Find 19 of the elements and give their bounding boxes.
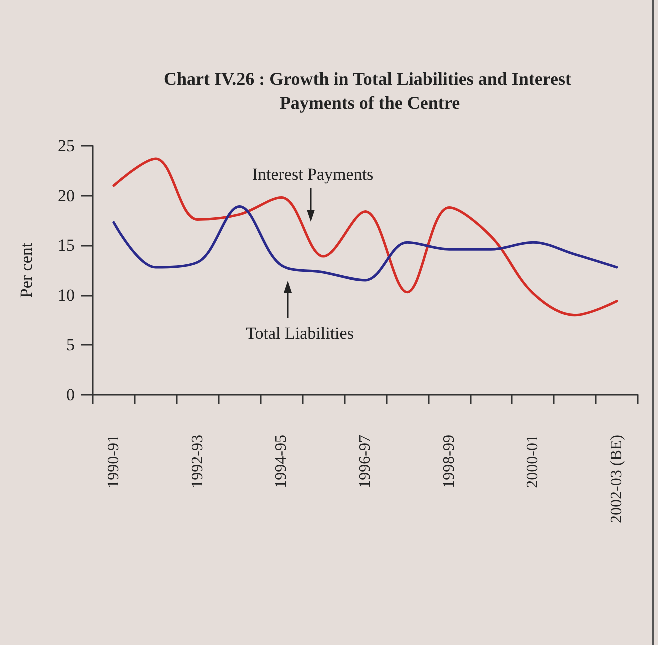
- x-tick-label: 1996-97: [357, 435, 374, 488]
- line-series: [112, 206, 618, 282]
- x-tick-label: 1998-99: [440, 435, 458, 488]
- y-tick-label: 25: [58, 136, 75, 156]
- x-tick-label: 1990-91: [105, 435, 122, 488]
- y-tick-label: 5: [66, 336, 75, 355]
- text: Total Liabilities: [246, 324, 354, 343]
- x-tick-label: 1992-93: [189, 435, 206, 488]
- x-tick-label: 1994-95: [273, 435, 290, 488]
- y-tick-label: 15: [58, 236, 75, 256]
- y-axis-title: Per cent: [17, 242, 36, 298]
- x-tick-label: 2000-01: [524, 435, 542, 488]
- y-tick-label: 10: [58, 286, 75, 305]
- series-label: Interest Payments: [252, 165, 374, 184]
- y-tick-label: 20: [58, 186, 75, 206]
- line-series: [112, 158, 618, 317]
- y-tick-label: 0: [66, 386, 75, 404]
- chart-title: Chart IV.26 : Growth in Total Liabilities and Interest Payments of the Centre: [164, 69, 576, 113]
- x-tick-label: 2002-03 (BE): [608, 435, 626, 524]
